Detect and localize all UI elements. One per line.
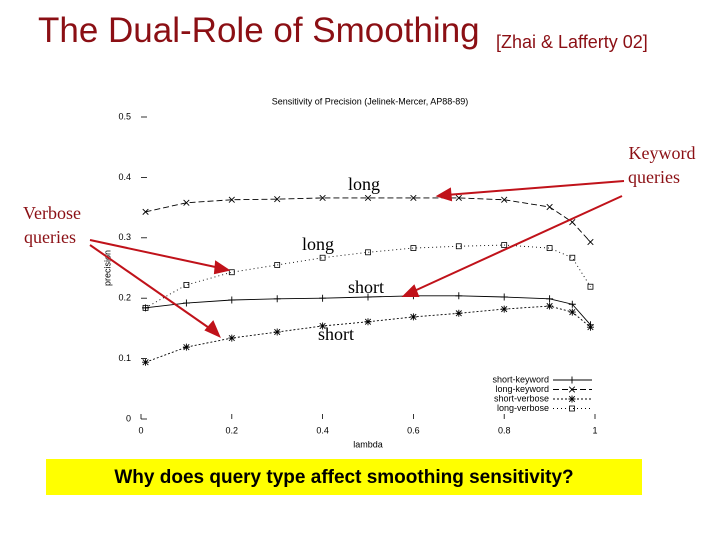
arrowhead <box>213 260 231 275</box>
line <box>145 305 591 363</box>
arrows <box>89 180 625 338</box>
marker <box>228 296 236 304</box>
chart: Sensitivity of Precision (Jelinek-Mercer… <box>102 96 597 449</box>
marker <box>546 302 554 310</box>
marker <box>455 309 463 317</box>
citation: [Zhai & Lafferty 02] <box>496 32 648 52</box>
marker <box>501 196 508 203</box>
y-tick-label: 0.5 <box>118 111 131 121</box>
marker <box>182 299 190 307</box>
line <box>145 197 591 243</box>
y-tick-label: 0.3 <box>118 232 131 242</box>
marker <box>183 199 190 206</box>
y-axis-label: precision <box>102 250 112 286</box>
marker <box>455 243 462 250</box>
marker <box>455 292 463 300</box>
chart-title: Sensitivity of Precision (Jelinek-Mercer… <box>272 96 469 106</box>
marker <box>364 293 372 301</box>
marker <box>274 196 281 203</box>
curve-label: long <box>348 174 380 194</box>
marker <box>568 300 576 308</box>
keyword-label: queries <box>628 167 680 187</box>
marker <box>569 254 576 261</box>
arrowhead <box>401 284 420 297</box>
keyword-label: Keyword <box>629 143 696 163</box>
marker <box>546 245 553 251</box>
marker <box>182 343 190 351</box>
marker <box>587 283 594 290</box>
marker <box>586 323 594 331</box>
legend-label: short-keyword <box>492 374 549 384</box>
marker <box>568 386 576 393</box>
x-tick-label: 0.8 <box>498 425 511 435</box>
marker <box>319 322 327 330</box>
y-tick-label: 0.1 <box>118 353 131 363</box>
legend-label: long-verbose <box>497 403 549 413</box>
marker <box>455 194 462 202</box>
slide-title: The Dual-Role of Smoothing <box>38 11 480 50</box>
marker <box>228 334 236 342</box>
marker <box>587 238 594 246</box>
marker <box>319 194 326 202</box>
legend-label: short-verbose <box>494 393 549 403</box>
marker <box>273 328 281 336</box>
arrow <box>411 195 623 293</box>
verbose-label: Verbose <box>23 203 81 223</box>
arrowhead <box>204 320 221 338</box>
curve-label: long <box>302 234 334 254</box>
marker <box>409 313 417 321</box>
marker <box>500 305 508 313</box>
marker <box>365 249 371 256</box>
arrow <box>445 180 625 196</box>
x-tick-label: 0.6 <box>407 425 420 435</box>
marker <box>274 262 281 268</box>
arrow <box>89 244 213 331</box>
marker <box>568 395 576 403</box>
marker <box>410 194 417 202</box>
x-tick-label: 0 <box>138 425 143 435</box>
marker <box>364 318 372 326</box>
arrowhead <box>435 187 453 202</box>
marker <box>410 245 417 251</box>
x-tick-label: 0.4 <box>316 425 329 435</box>
x-axis-label: lambda <box>353 439 383 449</box>
marker <box>142 304 149 311</box>
question-box <box>46 459 642 495</box>
marker <box>273 295 281 303</box>
marker <box>142 208 149 215</box>
curve-label: short <box>348 277 384 297</box>
question: Why does query type affect smoothing sen… <box>114 467 573 488</box>
marker <box>364 194 372 202</box>
marker <box>183 282 190 288</box>
x-tick-label: 0.2 <box>226 425 239 435</box>
line <box>145 295 591 326</box>
arrow <box>89 239 221 269</box>
marker <box>546 203 553 211</box>
marker <box>568 308 576 316</box>
marker <box>568 376 576 384</box>
curve-label: short <box>318 324 354 344</box>
marker <box>500 293 508 301</box>
legend-label: long-keyword <box>495 384 549 394</box>
y-tick-label: 0 <box>126 413 131 423</box>
marker <box>569 405 575 412</box>
marker <box>319 254 326 261</box>
y-tick-label: 0.2 <box>118 293 131 303</box>
marker <box>142 358 150 366</box>
marker <box>228 269 235 276</box>
x-tick-label: 1 <box>592 425 597 435</box>
marker <box>319 294 327 302</box>
verbose-label: queries <box>24 227 76 247</box>
marker <box>546 295 554 303</box>
y-tick-label: 0.4 <box>118 172 131 182</box>
marker <box>228 196 235 203</box>
marker <box>501 242 508 248</box>
